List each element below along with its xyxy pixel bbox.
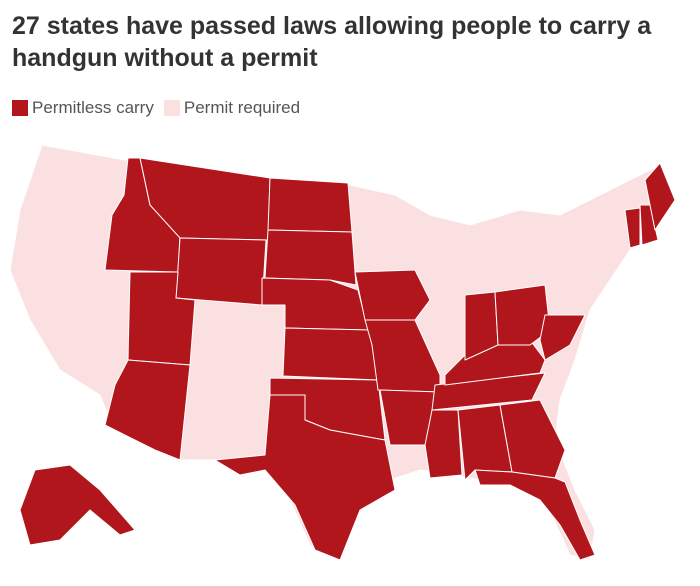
state bbox=[499, 399, 566, 479]
state bbox=[354, 269, 431, 321]
state bbox=[214, 394, 396, 561]
state bbox=[264, 229, 357, 286]
swatch bbox=[12, 100, 28, 116]
state bbox=[539, 314, 586, 361]
state bbox=[639, 204, 659, 246]
legend-label: Permit required bbox=[183, 98, 301, 117]
legend: Permitless carry Permit required bbox=[12, 98, 300, 118]
title: 27 states have passed laws allowing peop… bbox=[12, 12, 652, 72]
state bbox=[267, 177, 353, 233]
legend-label: Permitless carry bbox=[32, 98, 154, 117]
state bbox=[474, 469, 596, 561]
state bbox=[624, 207, 641, 249]
legend-item: Permit required bbox=[163, 98, 301, 118]
state bbox=[19, 464, 136, 546]
swatch bbox=[163, 100, 180, 116]
state bbox=[104, 359, 191, 461]
state bbox=[175, 237, 267, 306]
state bbox=[282, 327, 379, 381]
state bbox=[424, 409, 463, 479]
legend-item: Permitless carry bbox=[12, 98, 154, 118]
state bbox=[644, 162, 676, 231]
